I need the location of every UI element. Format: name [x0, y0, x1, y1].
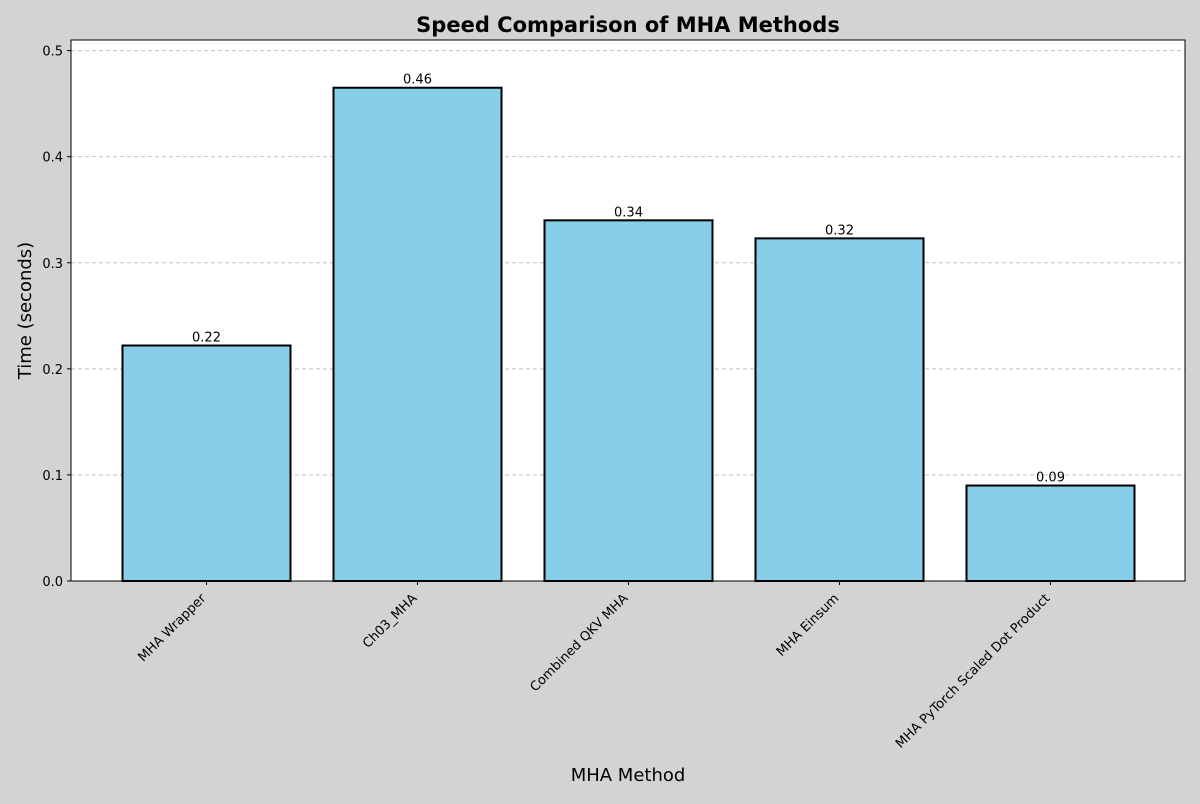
bar-value-label: 0.32	[825, 223, 854, 238]
bars	[121, 86, 1136, 583]
bar	[754, 237, 925, 582]
bar-value-label: 0.46	[403, 73, 432, 88]
bar-value-labels: 0.22 0.46 0.34 0.32 0.09	[192, 73, 1065, 486]
bar-value-label: 0.34	[614, 205, 643, 220]
y-tick-label: 0.0	[42, 575, 63, 590]
x-tick-label: Ch03_MHA	[360, 591, 420, 651]
x-tick-label: Combined QKV MHA	[527, 591, 631, 695]
x-tick-label: MHA PyTorch Scaled Dot Product	[893, 591, 1053, 751]
bar	[332, 86, 503, 582]
x-axis: MHA Wrapper Ch03_MHA Combined QKV MHA MHA E…	[135, 581, 1053, 752]
y-axis-label: Time (seconds)	[15, 242, 36, 380]
y-tick-label: 0.2	[42, 363, 63, 378]
x-axis-label: MHA Method	[571, 765, 686, 786]
bar-value-label: 0.09	[1036, 471, 1065, 486]
chart-title: Speed Comparison of MHA Methods	[416, 13, 840, 37]
x-tick-label: MHA Wrapper	[135, 591, 209, 665]
bar	[965, 484, 1136, 583]
y-tick-label: 0.3	[42, 257, 63, 272]
bar-value-label: 0.22	[192, 331, 221, 346]
y-tick-label: 0.5	[42, 45, 63, 60]
bar	[121, 344, 292, 582]
x-tick-label: MHA Einsum	[774, 591, 842, 659]
y-tick-label: 0.1	[42, 469, 63, 484]
bar	[543, 219, 714, 582]
y-axis: 0.0 0.1 0.2 0.3 0.4 0.5	[42, 45, 71, 590]
y-tick-label: 0.4	[42, 151, 63, 166]
